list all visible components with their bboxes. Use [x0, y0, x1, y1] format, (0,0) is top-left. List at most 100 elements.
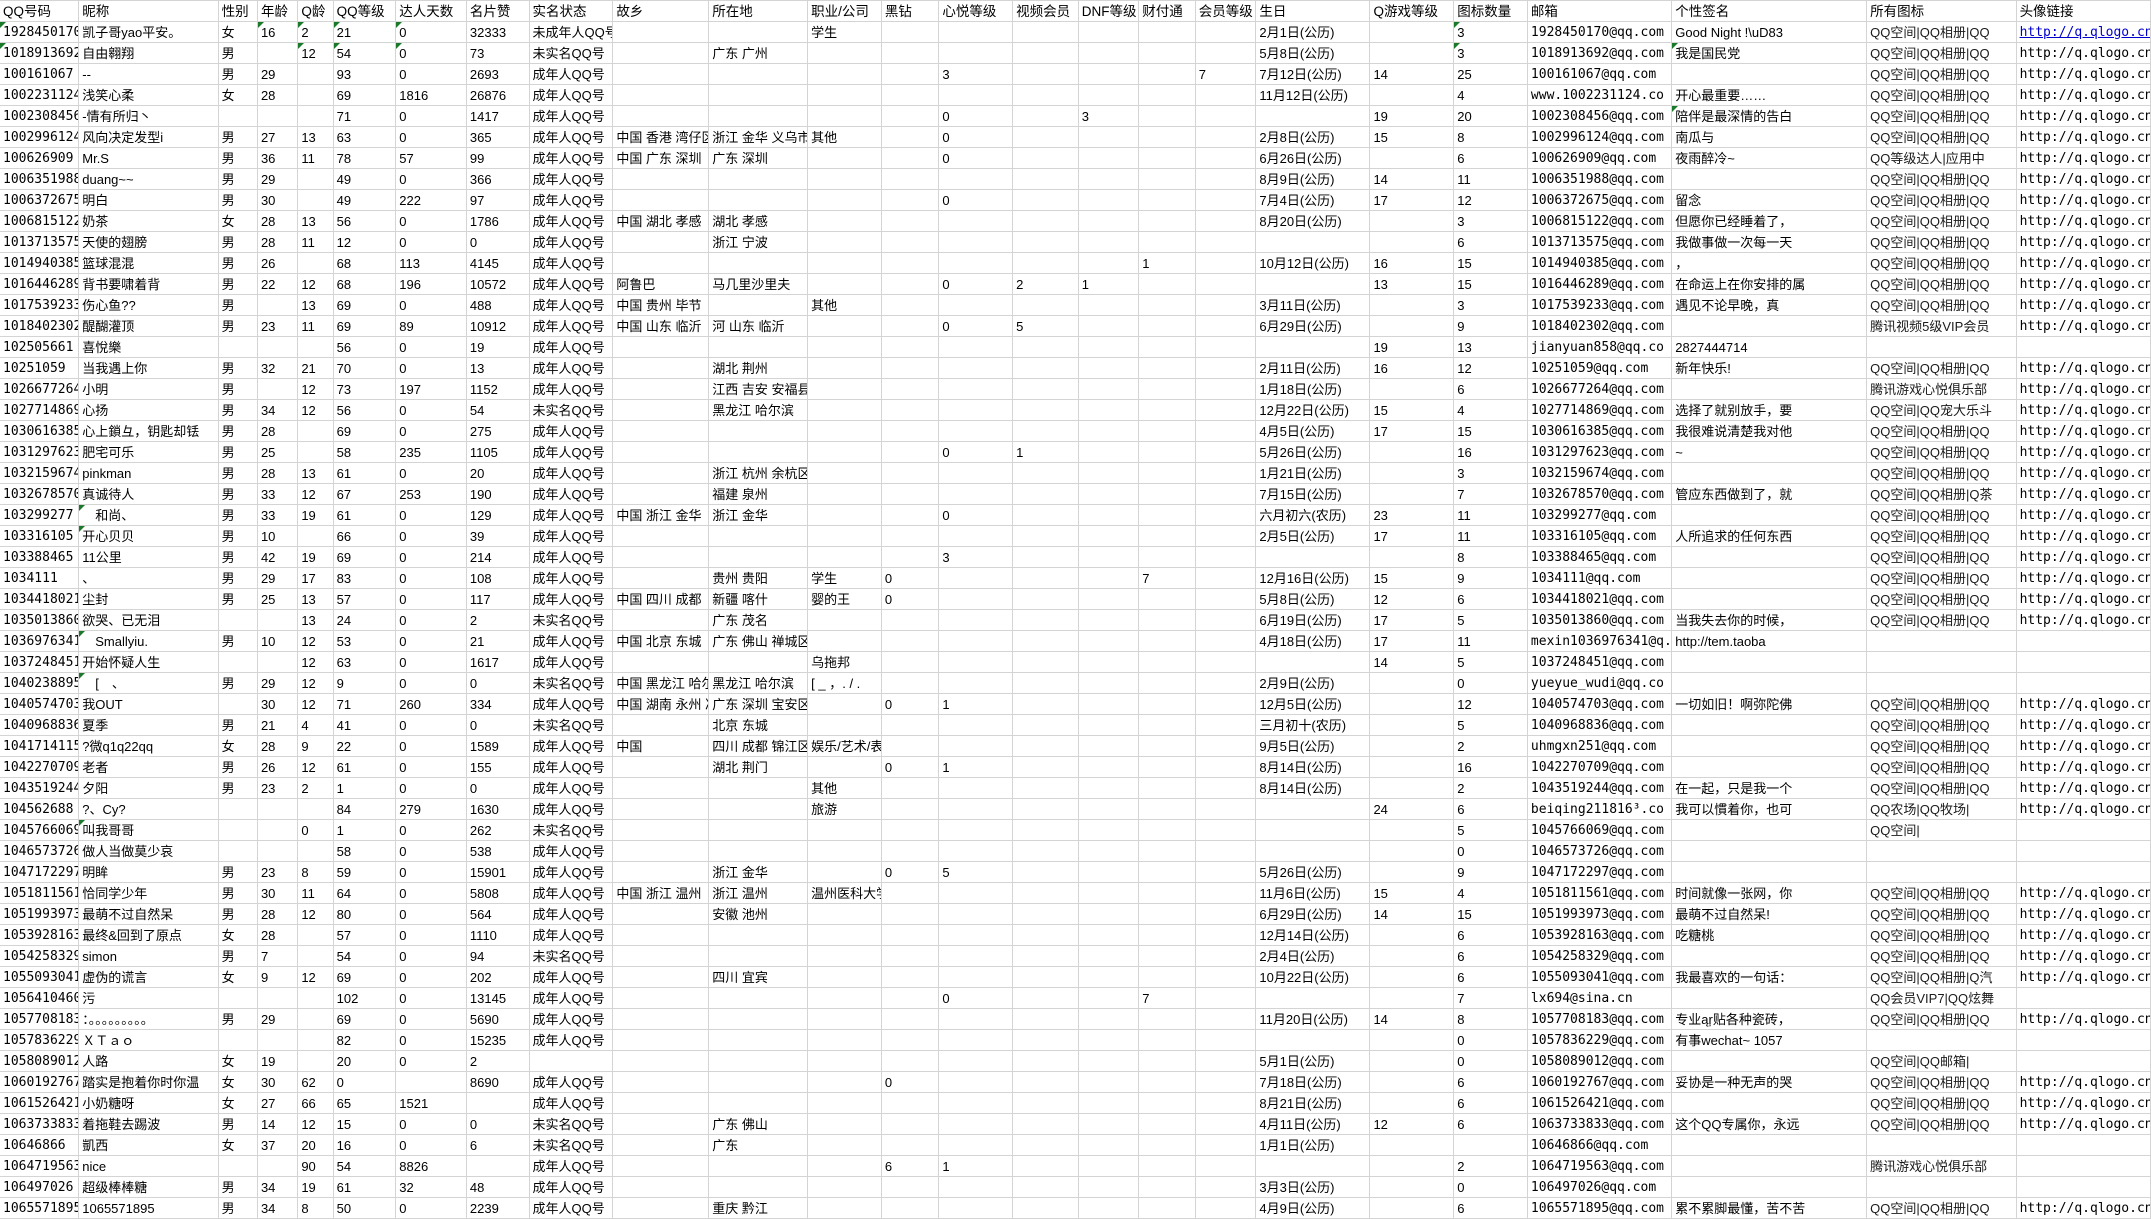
- cell-avatarlink[interactable]: http://q.qlogo.cn: [2016, 252, 2151, 274]
- cell-age[interactable]: 28: [257, 231, 299, 253]
- cell-darendays[interactable]: 0: [395, 63, 467, 85]
- cell-gender[interactable]: 男: [218, 462, 258, 484]
- cell-heizuan[interactable]: [881, 168, 940, 190]
- cell-qqlevel[interactable]: 61: [333, 756, 397, 778]
- cell-darendays[interactable]: 32: [395, 1176, 467, 1198]
- cell-darendays[interactable]: 0: [395, 714, 467, 736]
- cell-job[interactable]: [807, 966, 882, 988]
- cell-dnf[interactable]: [1078, 1071, 1140, 1093]
- cell-nick[interactable]: 做人当做莫少哀: [78, 840, 219, 862]
- cell-videovip[interactable]: [1012, 546, 1079, 568]
- cell-birthday[interactable]: 11月20日(公历): [1255, 1008, 1371, 1030]
- cell-qgamelevel[interactable]: 12: [1369, 1113, 1455, 1135]
- cell-birthday[interactable]: [1255, 231, 1371, 253]
- cell-birthday[interactable]: 11月12日(公历): [1255, 84, 1371, 106]
- cell-nick[interactable]: ?微q1q22qq: [78, 735, 219, 757]
- cell-caifutong[interactable]: [1138, 126, 1196, 148]
- cell-avatarlink[interactable]: http://q.qlogo.cn: [2016, 420, 2151, 442]
- cell-qq[interactable]: 1061526421: [0, 1092, 80, 1114]
- cell-age[interactable]: 7: [257, 945, 299, 967]
- cell-darendays[interactable]: 0: [395, 420, 467, 442]
- cell-location[interactable]: 广东 茂名: [708, 609, 809, 631]
- cell-darendays[interactable]: 0: [395, 588, 467, 610]
- cell-signature[interactable]: 南瓜与: [1671, 126, 1868, 148]
- cell-darendays[interactable]: 253: [395, 483, 467, 505]
- cell-qage[interactable]: 11: [297, 315, 334, 337]
- cell-qgamelevel[interactable]: [1369, 1176, 1455, 1198]
- cell-viplevel[interactable]: 7: [1195, 63, 1257, 85]
- cell-job[interactable]: [807, 1134, 882, 1156]
- cell-heizuan[interactable]: [881, 819, 940, 841]
- cell-gender[interactable]: 男: [218, 273, 258, 295]
- cell-job[interactable]: [807, 945, 882, 967]
- cell-qqlevel[interactable]: 49: [333, 168, 397, 190]
- cell-cardlike[interactable]: 1110: [466, 924, 530, 946]
- cell-videovip[interactable]: [1012, 399, 1079, 421]
- cell-xinyue[interactable]: [938, 1197, 1014, 1219]
- cell-qgamelevel[interactable]: [1369, 1050, 1455, 1072]
- table-row[interactable]: 1058089012 人路女 19 20 0 2 5月1日(公历) 0 1058089012@q…: [0, 1050, 2151, 1072]
- cell-videovip[interactable]: [1012, 378, 1079, 400]
- cell-email[interactable]: 1034111@qq.com: [1527, 567, 1673, 589]
- cell-viplevel[interactable]: [1195, 1050, 1257, 1072]
- cell-qqlevel[interactable]: 69: [333, 546, 397, 568]
- cell-qage[interactable]: [297, 441, 334, 463]
- column-header-gender[interactable]: 性别: [218, 0, 258, 22]
- cell-allicons[interactable]: QQ空间|QQ相册|QQ: [1866, 525, 2017, 547]
- cell-qgamelevel[interactable]: 24: [1369, 798, 1455, 820]
- cell-avatarlink[interactable]: http://q.qlogo.cn: [2016, 735, 2151, 757]
- cell-videovip[interactable]: [1012, 651, 1079, 673]
- cell-qgamelevel[interactable]: [1369, 21, 1455, 43]
- cell-avatarlink[interactable]: http://q.qlogo.cn: [2016, 105, 2151, 127]
- cell-qq[interactable]: 1027714869: [0, 399, 80, 421]
- cell-realname[interactable]: 成年人QQ号: [529, 588, 614, 610]
- cell-signature[interactable]: 累不累脚最懂，苦不苦: [1671, 1197, 1868, 1219]
- cell-qage[interactable]: 12: [297, 483, 334, 505]
- cell-job[interactable]: [807, 231, 882, 253]
- cell-allicons[interactable]: QQ空间|QQ相册|QQ: [1866, 609, 2017, 631]
- cell-allicons[interactable]: QQ农场|QQ牧场|: [1866, 798, 2017, 820]
- cell-qage[interactable]: 8: [297, 861, 334, 883]
- cell-iconcount[interactable]: 15: [1453, 273, 1528, 295]
- cell-cardlike[interactable]: 365: [466, 126, 530, 148]
- cell-signature[interactable]: [1671, 714, 1868, 736]
- cell-hometown[interactable]: 中国: [612, 735, 710, 757]
- cell-qage[interactable]: 13: [297, 294, 334, 316]
- cell-job[interactable]: [807, 420, 882, 442]
- table-row[interactable]: 1060192767 踏实是抱着你时你温女 30 62 0 8690 成年人QQ号 0 7月18…: [0, 1071, 2151, 1093]
- cell-location[interactable]: 广东 佛山: [708, 1113, 809, 1135]
- cell-darendays[interactable]: 0: [395, 756, 467, 778]
- cell-viplevel[interactable]: [1195, 840, 1257, 862]
- cell-qgamelevel[interactable]: 14: [1369, 651, 1455, 673]
- cell-gender[interactable]: 女: [218, 84, 258, 106]
- cell-videovip[interactable]: [1012, 84, 1079, 106]
- cell-nick[interactable]: 真诚待人: [78, 483, 219, 505]
- cell-qq[interactable]: 1058089012: [0, 1050, 80, 1072]
- cell-nick[interactable]: 污: [78, 987, 219, 1009]
- cell-nick[interactable]: 虚伪的谎言: [78, 966, 219, 988]
- cell-caifutong[interactable]: [1138, 525, 1196, 547]
- cell-birthday[interactable]: 5月8日(公历): [1255, 42, 1371, 64]
- cell-allicons[interactable]: QQ空间|QQ相册|QQ: [1866, 693, 2017, 715]
- cell-gender[interactable]: 男: [218, 882, 258, 904]
- cell-viplevel[interactable]: [1195, 672, 1257, 694]
- cell-caifutong[interactable]: [1138, 630, 1196, 652]
- cell-qq[interactable]: 1043519244: [0, 777, 80, 799]
- cell-iconcount[interactable]: 11: [1453, 504, 1528, 526]
- cell-allicons[interactable]: QQ空间|QQ相册|QQ: [1866, 231, 2017, 253]
- cell-qq[interactable]: 1045766069: [0, 819, 80, 841]
- cell-job[interactable]: [807, 987, 882, 1009]
- cell-caifutong[interactable]: 1: [1138, 252, 1196, 274]
- column-header-age[interactable]: 年龄: [257, 0, 299, 22]
- cell-qq[interactable]: 1051811561: [0, 882, 80, 904]
- cell-qgamelevel[interactable]: [1369, 1197, 1455, 1219]
- table-row[interactable]: 10646866 凱西女 37 20 16 0 6 未实名QQ号 广东 1月1日(公历) 10646…: [0, 1134, 2151, 1156]
- table-row[interactable]: 1065571895 1065571895 男 34 8 50 0 2239 成年人QQ号 重庆 …: [0, 1197, 2151, 1219]
- cell-darendays[interactable]: 222: [395, 189, 467, 211]
- cell-qage[interactable]: 13: [297, 588, 334, 610]
- cell-heizuan[interactable]: [881, 735, 940, 757]
- cell-location[interactable]: [708, 987, 809, 1009]
- cell-darendays[interactable]: 0: [395, 42, 467, 64]
- cell-hometown[interactable]: [612, 336, 710, 358]
- cell-qage[interactable]: [297, 336, 334, 358]
